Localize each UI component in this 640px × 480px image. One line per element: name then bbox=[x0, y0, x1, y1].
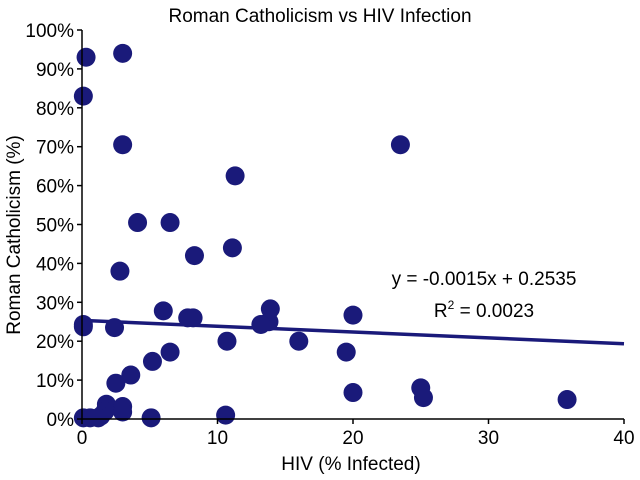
chart-title: Roman Catholicism vs HIV Infection bbox=[168, 6, 471, 27]
y-axis-label: Roman Catholicism (%) bbox=[4, 135, 25, 335]
data-point bbox=[128, 213, 148, 233]
y-tick-label: 90% bbox=[36, 60, 74, 81]
x-axis-label: HIV (% Infected) bbox=[281, 454, 420, 475]
y-tick-label: 60% bbox=[36, 177, 74, 198]
data-point bbox=[113, 402, 133, 422]
data-point bbox=[73, 86, 93, 106]
data-points bbox=[73, 43, 577, 428]
data-point bbox=[113, 135, 133, 155]
y-tick-label: 80% bbox=[36, 99, 74, 120]
y-tick-label: 50% bbox=[36, 216, 74, 237]
data-point bbox=[183, 308, 203, 328]
data-point bbox=[160, 213, 180, 233]
data-point bbox=[184, 246, 204, 266]
data-point bbox=[217, 331, 237, 351]
data-point bbox=[121, 365, 141, 385]
data-point bbox=[225, 166, 245, 186]
x-axis-ticks: 0 10 20 30 40 bbox=[77, 419, 635, 449]
r-squared-symbol: R bbox=[434, 301, 448, 322]
y-tick-label: 10% bbox=[36, 371, 74, 392]
data-point bbox=[390, 135, 410, 155]
r-squared-superscript: 2 bbox=[448, 298, 455, 312]
data-point bbox=[110, 261, 130, 281]
x-tick-label: 0 bbox=[77, 428, 88, 449]
data-point bbox=[343, 383, 363, 403]
data-point bbox=[153, 301, 173, 321]
data-point bbox=[76, 47, 96, 67]
data-point bbox=[557, 390, 577, 410]
data-point bbox=[222, 238, 242, 258]
x-tick-label: 20 bbox=[342, 428, 363, 449]
data-point bbox=[413, 388, 433, 408]
trendline bbox=[81, 318, 625, 346]
data-point bbox=[251, 314, 271, 334]
data-point bbox=[343, 305, 363, 325]
y-tick-label: 20% bbox=[36, 332, 74, 353]
data-point bbox=[106, 373, 126, 393]
data-point bbox=[160, 342, 180, 362]
data-point bbox=[142, 351, 162, 371]
trendline-equation: y = -0.0015x + 0.2535 bbox=[392, 269, 577, 290]
x-tick-label: 10 bbox=[207, 428, 228, 449]
data-point bbox=[336, 342, 356, 362]
y-axis-ticks: 0% 10% 20% 30% 40% 50% 60% 70% 80% 90% 100% bbox=[25, 21, 82, 431]
r-squared-annotation: R2 = 0.0023 bbox=[434, 298, 534, 322]
r-squared-value: = 0.0023 bbox=[454, 301, 534, 322]
data-point bbox=[88, 408, 108, 428]
data-point bbox=[113, 43, 133, 63]
y-tick-label: 0% bbox=[47, 410, 75, 431]
y-tick-label: 30% bbox=[36, 293, 74, 314]
y-tick-label: 100% bbox=[25, 21, 74, 42]
y-tick-label: 70% bbox=[36, 138, 74, 159]
data-point bbox=[141, 408, 161, 428]
x-tick-label: 40 bbox=[613, 428, 634, 449]
data-point bbox=[289, 331, 309, 351]
data-point bbox=[216, 405, 236, 425]
y-tick-label: 40% bbox=[36, 254, 74, 275]
x-tick-label: 30 bbox=[478, 428, 499, 449]
